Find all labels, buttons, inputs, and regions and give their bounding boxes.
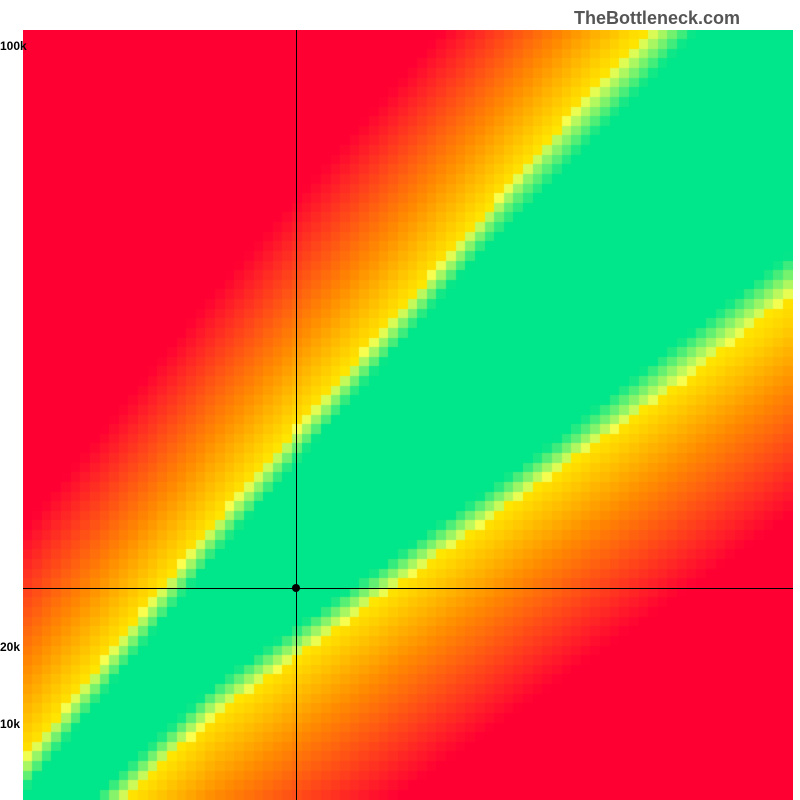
y-axis-tick-10k: 10k — [0, 717, 20, 731]
crosshair-horizontal — [23, 588, 793, 589]
chart-container: TheBottleneck.com 10k 20k 100k — [0, 0, 800, 800]
crosshair-marker — [292, 584, 300, 592]
watermark-text: TheBottleneck.com — [574, 8, 740, 29]
y-axis-tick-20k: 20k — [0, 640, 20, 654]
bottleneck-heatmap — [23, 30, 793, 800]
y-axis-tick-100k: 100k — [0, 39, 27, 53]
crosshair-vertical — [296, 30, 297, 800]
